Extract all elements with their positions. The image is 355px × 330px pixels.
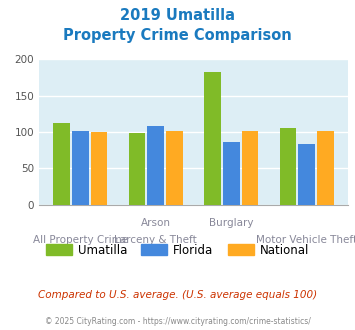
Bar [91, 132, 108, 205]
Text: © 2025 CityRating.com - https://www.cityrating.com/crime-statistics/: © 2025 CityRating.com - https://www.city… [45, 317, 310, 326]
Bar [279, 128, 296, 205]
Bar [317, 131, 334, 205]
Legend: Umatilla, Florida, National: Umatilla, Florida, National [41, 239, 314, 261]
Bar [223, 142, 240, 205]
Bar [166, 131, 183, 205]
Text: 2019 Umatilla: 2019 Umatilla [120, 8, 235, 23]
Bar [53, 122, 70, 205]
Bar [147, 126, 164, 205]
Text: Compared to U.S. average. (U.S. average equals 100): Compared to U.S. average. (U.S. average … [38, 290, 317, 300]
Bar [242, 131, 258, 205]
Text: Arson: Arson [141, 218, 171, 228]
Text: Burglary: Burglary [209, 218, 253, 228]
Text: Larceny & Theft: Larceny & Theft [114, 235, 197, 245]
Bar [204, 72, 221, 205]
Bar [129, 133, 145, 205]
Bar [72, 131, 88, 205]
Text: Motor Vehicle Theft: Motor Vehicle Theft [256, 235, 355, 245]
Text: Property Crime Comparison: Property Crime Comparison [63, 28, 292, 43]
Text: All Property Crime: All Property Crime [33, 235, 128, 245]
Bar [299, 144, 315, 205]
